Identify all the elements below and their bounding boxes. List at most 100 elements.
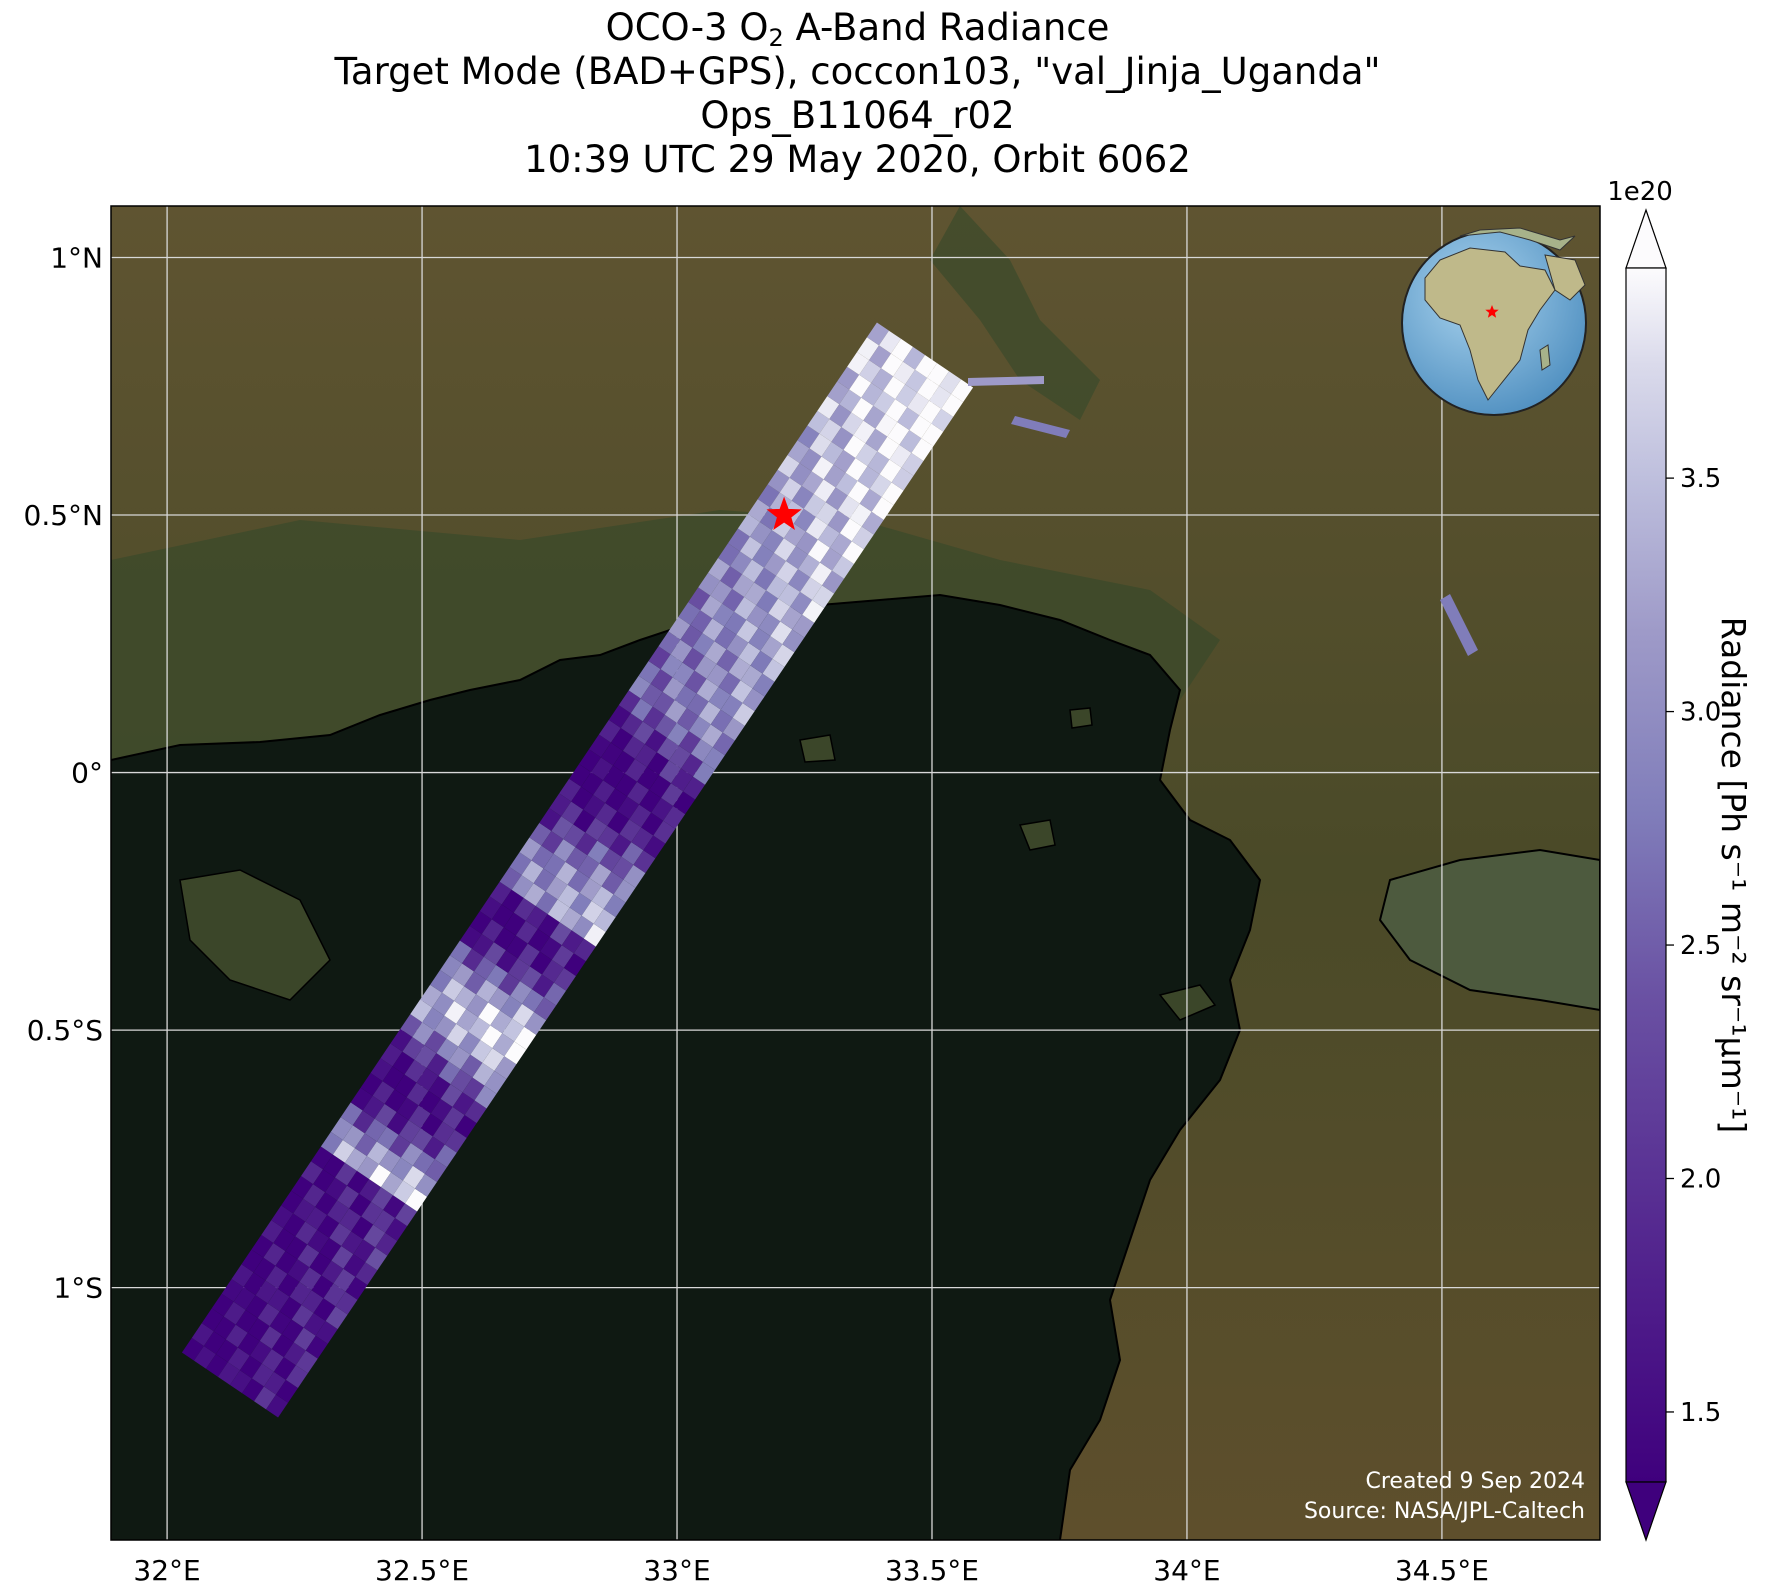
swath-sounding	[432, 992, 455, 1016]
swath-sounding	[404, 1059, 427, 1083]
swath-sounding	[819, 418, 842, 442]
swath-sounding	[573, 938, 596, 962]
swath-sounding	[599, 848, 622, 872]
swath-sounding	[730, 551, 753, 575]
swath-sounding	[754, 567, 777, 591]
swath-sounding	[835, 472, 858, 496]
swath-sounding	[522, 989, 545, 1013]
swath-sounding	[849, 503, 872, 527]
swath-sounding	[698, 572, 721, 596]
swath-sounding	[420, 984, 443, 1008]
swath-sounding	[800, 577, 823, 601]
swath-sounding	[921, 423, 944, 447]
swath-sounding	[422, 1136, 445, 1160]
swath-sounding	[738, 642, 761, 666]
swath-sounding	[249, 1340, 272, 1364]
swath-sounding	[608, 705, 631, 728]
swath-sounding	[712, 603, 735, 627]
credit-created: Created 9 Sep 2024	[1366, 1469, 1586, 1494]
swath-sounding	[788, 569, 811, 592]
swath-sounding	[523, 883, 546, 907]
swath-sounding	[597, 825, 620, 849]
swath-sounding	[259, 1326, 282, 1349]
swath-sounding	[696, 678, 719, 702]
swath-sounding	[776, 561, 799, 584]
inset-marker-icon	[1485, 305, 1499, 318]
latitude-ticks: 1°N 0.5°N 0° 0.5°S 1°S	[24, 242, 103, 1305]
swath-sounding	[261, 1348, 284, 1372]
swath-sounding	[531, 845, 554, 869]
swath-sounding	[474, 956, 496, 980]
swath-sounding	[805, 516, 828, 540]
swath-sounding	[488, 987, 511, 1011]
swath-sounding	[330, 1117, 353, 1140]
swath-sounding	[237, 1332, 260, 1356]
swath-sounding	[242, 1378, 264, 1402]
swath-sounding	[449, 940, 472, 964]
swath-sounding	[502, 1018, 525, 1042]
swath-sounding	[690, 739, 713, 762]
swath-sounding	[436, 1038, 459, 1062]
swath-sounding	[666, 722, 689, 746]
swath-sounding	[474, 1085, 497, 1109]
swath-sounding	[720, 694, 743, 718]
swath-sounding	[444, 1000, 467, 1024]
swath-sounding	[668, 745, 691, 769]
swath-sounding	[813, 479, 836, 503]
swath-sounding	[783, 523, 806, 547]
swath-sounding	[793, 508, 816, 532]
swath-sounding	[364, 1118, 387, 1142]
swath-sounding	[622, 736, 645, 759]
swath-sounding	[299, 1267, 322, 1291]
swath-sounding	[380, 1043, 403, 1067]
swath-sounding	[251, 1363, 274, 1387]
title-line-4: 10:39 UTC 29 May 2020, Orbit 6062	[524, 138, 1191, 181]
swath-sounding	[434, 1015, 457, 1039]
swath-sounding	[472, 1062, 495, 1086]
swath-sounding	[349, 1193, 372, 1217]
swath-sounding	[807, 539, 830, 563]
colorbar-tick-label: 3.5	[1680, 464, 1721, 494]
swath-sounding	[345, 1276, 368, 1300]
swath-sounding	[309, 1252, 332, 1276]
swath-sounding	[323, 1283, 346, 1307]
swath-sounding	[402, 1165, 425, 1189]
swath-sounding	[722, 717, 745, 741]
swath-sounding	[670, 639, 693, 663]
swath-sounding	[831, 427, 854, 450]
swath-sounding	[837, 366, 860, 390]
swath-sounding	[275, 1251, 298, 1274]
swath-sounding	[620, 713, 643, 737]
swath-sounding	[915, 355, 938, 378]
swath-sounding	[414, 1173, 437, 1197]
swath-sounding	[515, 920, 538, 944]
swath-sounding	[269, 1311, 292, 1335]
swath-sounding	[847, 480, 870, 504]
swath-sounding	[702, 618, 725, 642]
swath-sounding	[213, 1316, 236, 1340]
swath-sounding	[227, 1347, 250, 1371]
swath-sounding	[424, 1159, 447, 1183]
swath-sounding	[911, 438, 934, 462]
swath-sounding	[879, 330, 901, 354]
swath-sounding	[812, 585, 835, 609]
swath-sounding	[307, 1229, 330, 1253]
swath-sounding	[630, 698, 653, 722]
swath-sounding	[809, 433, 832, 457]
swath-sounding	[371, 1187, 394, 1210]
swath-sounding	[400, 1014, 423, 1037]
swath-sounding	[737, 513, 760, 537]
swath-sounding	[664, 700, 687, 723]
swath-sounding	[478, 1002, 501, 1026]
swath-sounding	[341, 1231, 364, 1255]
swath-sounding	[855, 443, 878, 467]
swath-sounding	[235, 1309, 258, 1333]
swath-sounding	[471, 933, 494, 957]
swath-sounding	[438, 1061, 461, 1085]
swath-sounding	[521, 860, 544, 884]
swath-sounding	[569, 763, 592, 787]
swath-sounding	[211, 1293, 234, 1317]
colorbar-label: Radiance [Ph s⁻¹ m⁻² sr⁻¹μm⁻¹]	[1714, 617, 1753, 1133]
swath-sounding	[325, 1306, 348, 1330]
swath-sounding	[752, 673, 775, 697]
